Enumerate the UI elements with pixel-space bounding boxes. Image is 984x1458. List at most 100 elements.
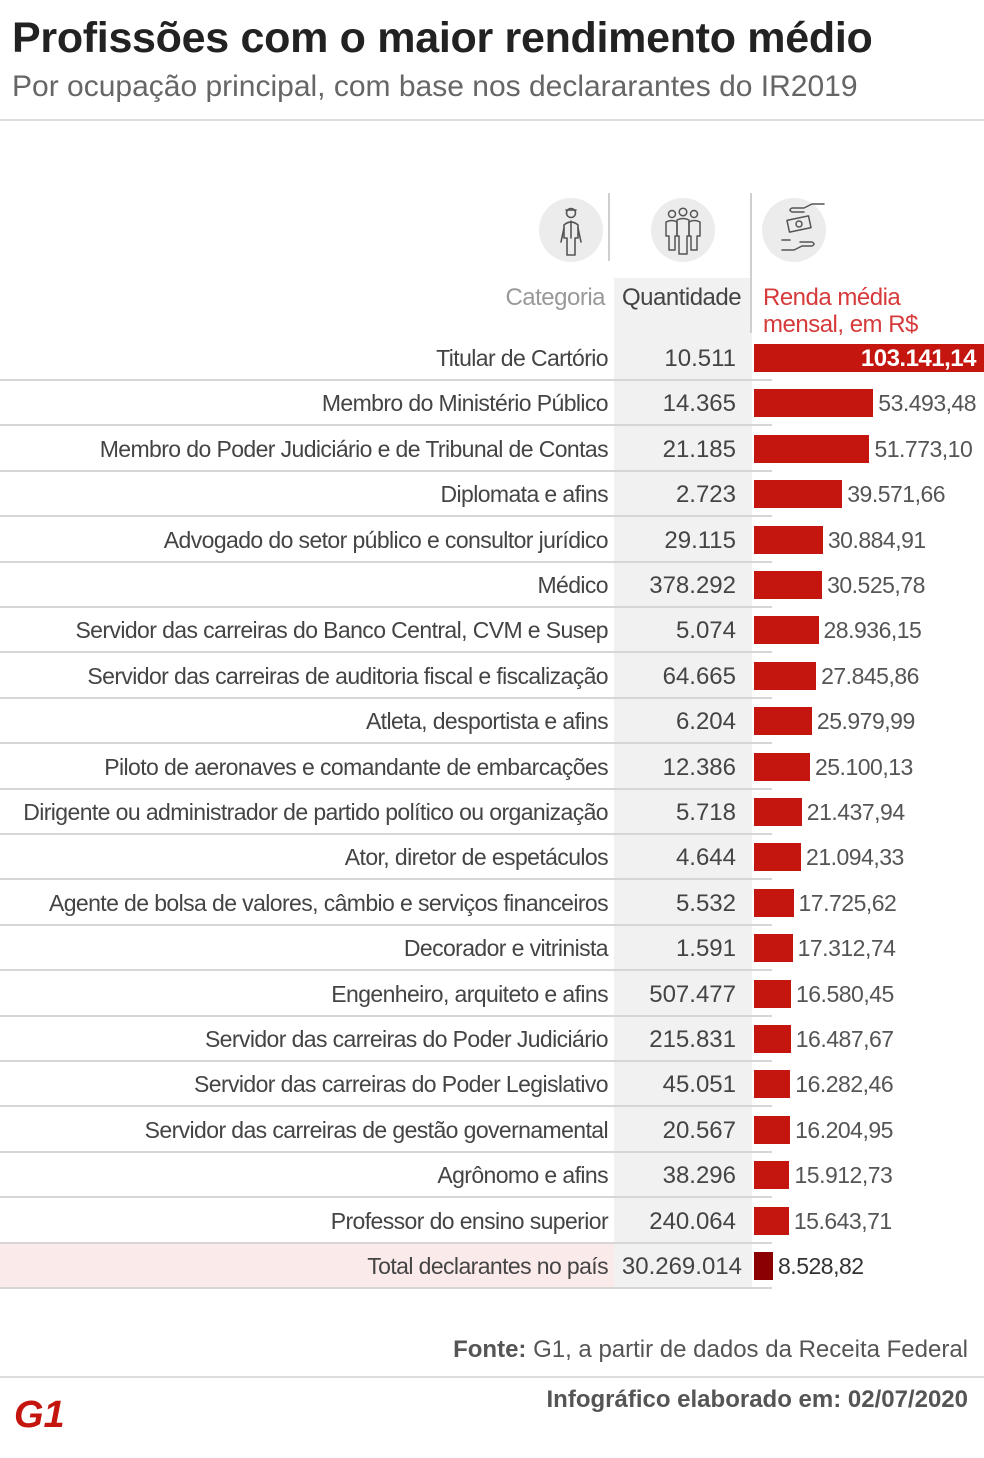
quantity-value: 5.718 [675, 799, 736, 826]
income-bar [754, 1115, 791, 1144]
row-divider [0, 606, 772, 608]
income-bar [754, 1070, 791, 1099]
table-row: Diplomata e afins 2.723 39.571,66 [0, 472, 984, 518]
category-label: Agrônomo e afins [437, 1162, 608, 1189]
page-subtitle: Por ocupação principal, com base nos dec… [12, 70, 858, 103]
table-row: Servidor das carreiras do Poder Judiciár… [0, 1017, 984, 1062]
row-divider [0, 878, 772, 881]
row-divider [0, 560, 772, 563]
category-label: Servidor das carreiras do Poder Legislat… [194, 1071, 609, 1098]
category-label: Médico [537, 572, 608, 598]
quantity-value: 5.074 [675, 617, 736, 645]
quantity-value: 1.591 [675, 935, 736, 963]
income-value-label: 25.100,13 [814, 753, 913, 780]
quantity-value: 14.365 [662, 390, 736, 418]
footer-divider [0, 1376, 984, 1378]
table-row: Médico 378.292 30.525,78 [0, 563, 984, 608]
income-value-label: 15.912,73 [794, 1162, 893, 1189]
worker-icon [539, 198, 603, 262]
table-row: Decorador e vitrinista 1.591 17.312,74 [0, 926, 984, 972]
income-value-label: 53.493,48 [878, 390, 977, 417]
page-title: Profissões com o maior rendimento médio [12, 14, 873, 62]
income-bar [754, 752, 810, 781]
income-value-label: 103.141,14 [860, 345, 977, 372]
table-row: Servidor das carreiras do Poder Legislat… [0, 1062, 984, 1108]
income-value-label: 21.437,94 [806, 799, 905, 825]
category-label: Membro do Ministério Público [321, 390, 609, 417]
income-bar [754, 1252, 774, 1280]
income-bar [754, 571, 823, 599]
income-bar [754, 1161, 790, 1190]
income-value-label: 30.884,91 [827, 526, 926, 553]
table-row: Membro do Ministério Público 14.365 53.493… [0, 381, 984, 427]
row-divider [0, 424, 772, 427]
svg-text:G1: G1 [14, 1396, 65, 1432]
row-divider [0, 696, 772, 699]
row-divider [0, 379, 772, 381]
quantity-value: 240.064 [649, 1207, 736, 1235]
money-hands-icon [762, 198, 826, 262]
g1-logo: G1 [14, 1396, 65, 1432]
income-bar [754, 843, 802, 872]
income-bar [754, 661, 817, 690]
income-value-label: 51.773,10 [874, 435, 973, 462]
total-row: Total declarantes no país 30.269.014 8.528… [0, 1244, 984, 1289]
quantity-value: 21.185 [662, 435, 736, 463]
income-value-label: 16.204,95 [795, 1116, 893, 1143]
category-label: Ator, diretor de espetáculos [344, 844, 609, 871]
table-row: Membro do Poder Judiciário e de Tribunal… [0, 427, 984, 472]
income-value-label: 16.580,45 [795, 980, 894, 1007]
row-divider [0, 1196, 772, 1199]
row-divider [0, 1150, 772, 1153]
row-divider [0, 742, 772, 745]
row-divider [0, 1105, 772, 1108]
category-label: Dirigente ou administrador de partido po… [23, 799, 608, 825]
income-bar [754, 798, 802, 826]
source-note: Fonte: G1, a partir de dados da Receita … [453, 1336, 968, 1364]
income-value-label: 16.282,46 [795, 1071, 894, 1098]
column-divider [608, 193, 610, 261]
category-label: Total declarantes no país [367, 1253, 608, 1279]
table-row: Professor do ensino superior 240.064 15.64… [0, 1199, 984, 1244]
table-row: Servidor das carreiras de gestão governa… [0, 1108, 984, 1153]
column-header-quantidade: Quantidade [622, 284, 742, 311]
people-group-icon [651, 198, 715, 262]
quantity-column-background [614, 278, 752, 1288]
table-row: Ator, diretor de espetáculos 4.644 21.094,… [0, 835, 984, 881]
table-row: Dirigente ou administrador de partido po… [0, 790, 984, 835]
income-value-label: 39.571,66 [847, 481, 946, 508]
category-label: Servidor das carreiras do Banco Central,… [75, 617, 608, 644]
total-row-highlight [0, 1244, 614, 1287]
quantity-value: 2.723 [675, 481, 736, 509]
income-bar [754, 888, 794, 917]
quantity-value: 10.511 [664, 345, 736, 372]
date-text: 02/07/2020 [847, 1386, 968, 1413]
income-bar [754, 616, 819, 645]
quantity-value: 507.477 [649, 980, 736, 1008]
row-divider [0, 1060, 772, 1062]
income-bar [754, 389, 874, 418]
row-divider [0, 515, 772, 518]
income-value-label: 17.312,74 [797, 935, 896, 962]
income-value-label: 8.528,82 [778, 1253, 864, 1279]
income-value-label: 21.094,33 [806, 844, 904, 871]
income-bar [754, 480, 843, 509]
category-label: Advogado do setor público e consultor ju… [163, 526, 609, 553]
quantity-value: 215.831 [649, 1026, 736, 1053]
category-label: Decorador e vitrinista [403, 935, 609, 962]
category-label: Professor do ensino superior [330, 1207, 609, 1234]
row-divider [0, 1241, 772, 1244]
income-bar [754, 434, 870, 463]
category-label: Servidor das carreiras de gestão governa… [144, 1116, 609, 1143]
income-bar [754, 979, 791, 1008]
quantity-value: 29.115 [664, 526, 736, 554]
quantity-value: 5.532 [675, 889, 736, 917]
quantity-value: 12.386 [662, 753, 736, 781]
category-label: Titular de Cartório [436, 345, 608, 371]
quantity-value: 6.204 [675, 708, 736, 736]
table-row: Piloto de aeronaves e comandante de emba… [0, 745, 984, 790]
table-row: Servidor das carreiras de auditoria fisc… [0, 654, 984, 699]
header-divider [0, 119, 984, 121]
income-bar [754, 707, 812, 736]
